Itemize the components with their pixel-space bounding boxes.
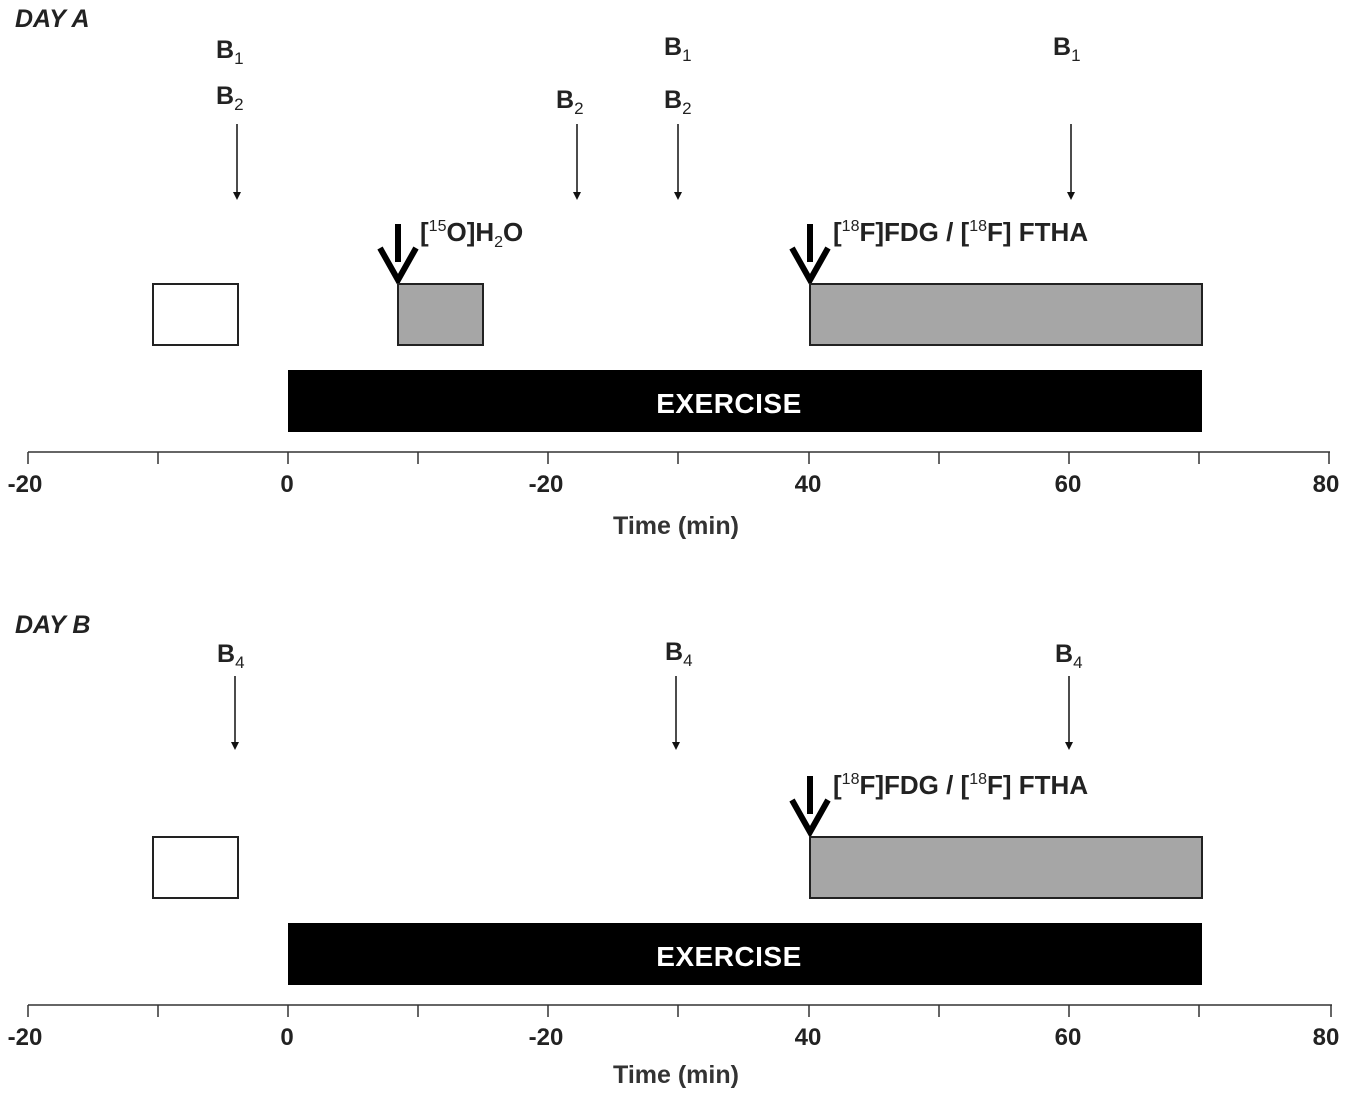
blood-sample-label: B2 [556,86,584,118]
blood-sample-label: B2 [664,86,692,118]
tracer-label-water: [15O]H2O [420,217,523,251]
tick-label: 0 [280,1024,293,1051]
panel-day-a: DAY A B1 B2 B2 B1 B2 B1 [15O]H2O [18F]FD… [8,5,1340,540]
tick-label: 0 [280,471,293,498]
time-axis: -20 0 -20 40 60 80 Time (min) [8,451,1340,540]
tick-label: 40 [795,471,822,498]
baseline-box [152,283,239,346]
tracer-injection-arrow [377,224,419,287]
blood-sample-label: B4 [1055,640,1083,672]
panel-title-day-b: DAY B [15,611,90,639]
tick-label: -20 [8,471,43,498]
tracer-label-fdg-ftha: [18F]FDG / [18F] FTHA [833,217,1088,247]
exercise-label: EXERCISE [656,941,802,972]
blood-sample-label: B1 [664,33,692,65]
tracer-label-fdg-ftha: [18F]FDG / [18F] FTHA [833,770,1088,800]
tick-label: 80 [1313,471,1340,498]
panel-title-day-a: DAY A [15,5,90,33]
axis-title: Time (min) [613,1061,739,1089]
blood-sample-label: B1 [216,36,244,68]
exercise-label: EXERCISE [656,388,802,419]
exercise-bar [288,923,1202,985]
tick-label: 60 [1055,471,1082,498]
blood-sample-label: B1 [1053,33,1081,65]
tick-label: -20 [8,1024,43,1051]
tick-label: 40 [795,1024,822,1051]
tick-label: -20 [529,1024,564,1051]
blood-sample-label: B2 [216,82,244,114]
tracer-injection-arrow [789,224,831,287]
fdg-ftha-scan-box [809,836,1203,899]
tick-label: 60 [1055,1024,1082,1051]
blood-sample-label: B4 [665,638,693,670]
tick-label: -20 [529,471,564,498]
baseline-box [152,836,239,899]
panel-day-b: DAY B B4 B4 B4 [18F]FDG / [18F] FTHA EXE… [8,611,1340,1089]
axis-title: Time (min) [613,512,739,540]
tracer-injection-arrow [789,776,831,839]
water-scan-box [397,283,484,346]
tick-label: 80 [1313,1024,1340,1051]
blood-sample-label: B4 [217,640,245,672]
fdg-ftha-scan-box [809,283,1203,346]
time-axis: -20 0 -20 40 60 80 Time (min) [8,1004,1340,1089]
exercise-bar [288,370,1202,432]
